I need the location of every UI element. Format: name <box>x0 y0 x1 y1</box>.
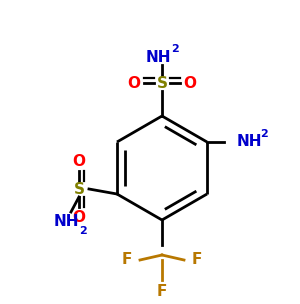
Text: 2: 2 <box>260 129 268 139</box>
Text: O: O <box>128 75 140 91</box>
Text: F: F <box>122 253 132 268</box>
Text: O: O <box>184 75 196 91</box>
Text: 2: 2 <box>79 226 87 236</box>
Text: NH: NH <box>53 215 79 230</box>
Text: F: F <box>157 284 167 299</box>
Text: NH: NH <box>237 134 262 150</box>
Text: S: S <box>74 181 85 196</box>
Text: 2: 2 <box>171 44 179 54</box>
Text: O: O <box>73 209 85 224</box>
Text: F: F <box>192 253 202 268</box>
Text: NH: NH <box>145 50 171 64</box>
Text: O: O <box>73 154 85 168</box>
Text: S: S <box>157 75 167 91</box>
